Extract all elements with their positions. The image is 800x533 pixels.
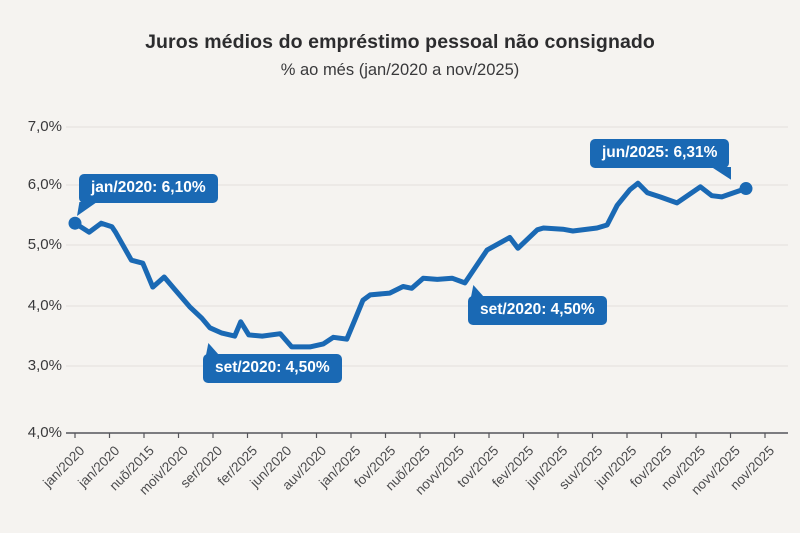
annotation-jan2020: jan/2020: 6,10% (77, 174, 218, 216)
end-point-dot (739, 182, 753, 196)
y-tick-label: 4,0% (27, 424, 62, 441)
y-tick-label: 7,0% (27, 118, 62, 135)
annotation-set2020-right: set/2020: 4,50% (468, 285, 607, 325)
y-tick-label: 3,0% (27, 357, 62, 374)
annotation-jun2025-label: jun/2025: 6,31% (602, 144, 718, 161)
trend-line (72, 180, 749, 350)
chart-title: Juros médios do empréstimo pessoal não c… (145, 31, 655, 53)
chart-subtitle: % ao més (jan/2020 a nov/2025) (280, 61, 520, 79)
annotation-set2020-right-label: set/2020: 4,50% (480, 301, 595, 318)
annotation-jun2025: jun/2025: 6,31% (590, 139, 732, 180)
annotation-jan2020-label: jan/2020: 6,10% (91, 179, 206, 196)
y-tick-label: 6,0% (27, 176, 62, 193)
y-tick-label: 5,0% (27, 236, 62, 253)
start-point-dot (68, 216, 82, 230)
annotation-set2020-left-label: set/2020: 4,50% (215, 359, 330, 376)
annotation-set2020-left: set/2020: 4,50% (203, 343, 342, 383)
y-tick-label: 4,0% (27, 297, 62, 314)
